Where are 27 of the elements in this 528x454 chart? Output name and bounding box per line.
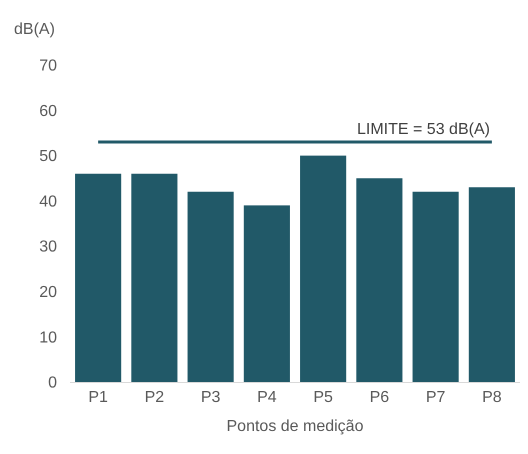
y-tick-label: 40 (39, 193, 58, 210)
bar (188, 192, 234, 382)
x-tick-label: P4 (257, 389, 277, 406)
bar (356, 178, 402, 382)
x-tick-label: P2 (144, 389, 164, 406)
x-tick-label: P5 (313, 389, 334, 406)
y-tick-label: 50 (39, 148, 58, 166)
bar (131, 174, 178, 382)
bar (244, 205, 290, 382)
y-tick-label: 70 (39, 58, 58, 75)
y-tick-label: 60 (39, 102, 58, 120)
y-axis-title: dB(A) (14, 21, 55, 38)
x-tick-label: P8 (482, 389, 502, 406)
bar (300, 156, 346, 382)
x-tick-label: P6 (370, 389, 390, 406)
bar (75, 174, 122, 382)
x-tick-label: P3 (200, 389, 221, 406)
y-tick-label: 10 (39, 329, 58, 346)
ref-line-label: LIMITE = 53 dB(A) (357, 121, 490, 138)
x-axis-title: Pontos de medição (226, 418, 364, 435)
x-tick-label: P1 (88, 389, 108, 406)
x-tick-label: P7 (426, 389, 446, 406)
y-tick-label: 30 (39, 238, 58, 256)
bar (412, 192, 459, 382)
y-tick-label: 0 (48, 374, 58, 392)
bar (468, 187, 515, 382)
y-tick-label: 20 (39, 284, 58, 302)
